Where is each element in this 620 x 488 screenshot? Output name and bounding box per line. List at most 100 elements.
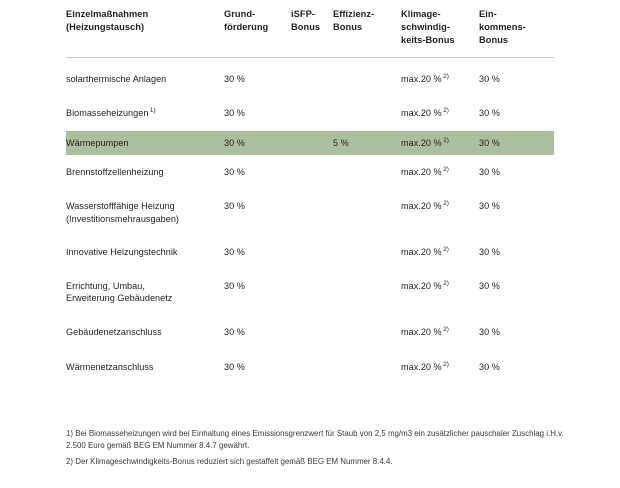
cell-measure: Gebäudenetzanschluss xyxy=(66,315,224,350)
cell-base-funding: 30 % xyxy=(224,326,245,337)
climate-bonus-value: max.20 % xyxy=(401,108,442,119)
table-row[interactable]: Wasserstofffähige Heizung (Investitionsme… xyxy=(66,190,554,235)
cell-base-funding: 30 % xyxy=(224,361,245,372)
footnote-marker: 2) xyxy=(443,325,449,333)
footnote-marker: 2) xyxy=(443,136,449,144)
measure-line: (Investitionsmehrausgaben) xyxy=(66,213,179,224)
measure-line: Wasserstofffähige Heizung xyxy=(66,200,175,211)
cell-climate-speed-bonus: max.20 % 2) xyxy=(401,155,479,190)
cell-climate-speed-bonus: max.20 % 2) xyxy=(401,350,479,385)
climate-bonus-value: max.20 % xyxy=(401,167,442,178)
cell-measure: Biomasseheizungen 1) xyxy=(66,96,224,131)
table-row[interactable]: Wärmenetzanschluss 30 % max.20 % 2) 30 % xyxy=(66,350,554,385)
footnote-marker: 2) xyxy=(443,199,449,207)
footnote-marker: 2) xyxy=(443,107,449,115)
footnotes-block: 1) Bei Biomasseheizungen wird bei Einhal… xyxy=(66,428,571,468)
column-header-income-bonus: Ein-kommens- Bonus xyxy=(479,6,554,57)
column-header-line: Ein- xyxy=(479,9,497,19)
table-row[interactable]: Innovative Heizungstechnik 30 % max.20 % 2)… xyxy=(66,235,554,270)
table-row[interactable]: Gebäudenetzanschluss 30 % max.20 % 2) 30 % xyxy=(66,315,554,350)
header-divider-cell xyxy=(66,56,554,58)
climate-bonus-value: max.20 % xyxy=(401,137,442,148)
cell-isfp-bonus xyxy=(291,96,333,131)
column-header-line: förderung xyxy=(224,22,269,33)
footnote-text: 1) Bei Biomasseheizungen wird bei Einhal… xyxy=(66,429,564,451)
column-header-line: Grund- xyxy=(224,9,256,19)
column-header-line: Effizienz- xyxy=(333,9,375,19)
cell-income-bonus: 30 % xyxy=(479,280,500,291)
measure-line: solarthermische Anlagen xyxy=(66,73,167,84)
measure-line: Biomasseheizungen 1) xyxy=(66,107,156,119)
table-header-row: Einzelmaßnahmen (Heizungstausch) Grund-fö… xyxy=(66,6,554,57)
table-header: Einzelmaßnahmen (Heizungstausch) Grund-fö… xyxy=(66,6,554,58)
footnote-marker: 2) xyxy=(443,360,449,368)
header-divider-row xyxy=(66,56,554,58)
column-header-line: keits-Bonus xyxy=(401,35,455,46)
cell-climate-speed-bonus: max.20 % 2) xyxy=(401,315,479,350)
table-row[interactable]: Biomasseheizungen 1) 30 % max.20 % 2) 30 % xyxy=(66,96,554,131)
cell-measure: Errichtung, Umbau, Erweiterung Gebäudenet… xyxy=(66,270,224,315)
cell-measure: Wärmenetzanschluss xyxy=(66,350,224,385)
column-header-measure: Einzelmaßnahmen (Heizungstausch) xyxy=(66,6,224,57)
table-row[interactable]: Errichtung, Umbau, Erweiterung Gebäudenet… xyxy=(66,270,554,315)
cell-isfp-bonus xyxy=(291,270,333,315)
cell-climate-speed-bonus: max.20 % 2) xyxy=(401,130,479,156)
cell-efficiency-bonus xyxy=(333,350,401,385)
cell-isfp-bonus xyxy=(291,350,333,385)
cell-efficiency-bonus xyxy=(333,58,401,97)
cell-climate-speed-bonus: max.20 % 2) xyxy=(401,58,479,97)
column-header-line: kommens- xyxy=(479,22,526,33)
measure-line: Gebäudenetzanschluss xyxy=(66,326,162,337)
funding-table: Einzelmaßnahmen (Heizungstausch) Grund-fö… xyxy=(66,6,554,384)
climate-bonus-value: max.20 % xyxy=(401,73,442,84)
cell-isfp-bonus xyxy=(291,130,333,156)
cell-efficiency-bonus xyxy=(333,190,401,235)
footnote-marker: 2) xyxy=(443,166,449,174)
cell-income-bonus: 30 % xyxy=(479,73,500,84)
cell-base-funding: 30 % xyxy=(224,280,245,291)
cell-income-bonus: 30 % xyxy=(479,247,500,258)
cell-income-bonus: 30 % xyxy=(479,361,500,372)
cell-isfp-bonus xyxy=(291,315,333,350)
measure-line: Wärmenetzanschluss xyxy=(66,361,154,372)
column-header-isfp-bonus: iSFP- Bonus xyxy=(291,6,333,57)
cell-base-funding: 30 % xyxy=(224,167,245,178)
cell-base-funding: 30 % xyxy=(224,200,245,211)
cell-efficiency-bonus xyxy=(333,235,401,270)
table-row[interactable]: Brennstoffzellenheizung 30 % max.20 % 2) 30 … xyxy=(66,155,554,190)
cell-base-funding: 30 % xyxy=(224,247,245,258)
climate-bonus-value: max.20 % xyxy=(401,326,442,337)
cell-income-bonus: 30 % xyxy=(479,167,500,178)
column-header-efficiency-bonus: Effizienz- Bonus xyxy=(333,6,401,57)
cell-climate-speed-bonus: max.20 % 2) xyxy=(401,270,479,315)
climate-bonus-value: max.20 % xyxy=(401,280,442,291)
cell-efficiency-bonus xyxy=(333,96,401,131)
cell-isfp-bonus xyxy=(291,58,333,97)
cell-climate-speed-bonus: max.20 % 2) xyxy=(401,96,479,131)
column-header-base-funding: Grund-förderung xyxy=(224,6,291,57)
cell-isfp-bonus xyxy=(291,190,333,235)
cell-isfp-bonus xyxy=(291,235,333,270)
measure-line: Wärmepumpen xyxy=(66,137,129,148)
column-header-line: Einzelmaßnahmen xyxy=(66,9,149,19)
cell-measure: Wasserstofffähige Heizung (Investitionsme… xyxy=(66,190,224,235)
footnote-text: 2) Der Klimageschwindigkeits-Bonus reduz… xyxy=(66,456,393,466)
cell-measure: Wärmepumpen xyxy=(66,130,224,156)
table-row[interactable]: Wärmepumpen 30 % 5 % max.20 % 2) 30 % xyxy=(66,130,554,156)
cell-measure: solarthermische Anlagen xyxy=(66,58,224,97)
cell-efficiency-bonus: 5 % xyxy=(333,130,401,156)
cell-base-funding: 30 % xyxy=(224,130,291,156)
cell-measure: Innovative Heizungstechnik xyxy=(66,235,224,270)
cell-measure: Brennstoffzellenheizung xyxy=(66,155,224,190)
cell-income-bonus: 30 % xyxy=(479,326,500,337)
cell-isfp-bonus xyxy=(291,155,333,190)
cell-efficiency-bonus xyxy=(333,315,401,350)
column-header-line: Bonus xyxy=(291,22,321,33)
footnote-marker: 2) xyxy=(443,246,449,254)
measure-line: Brennstoffzellenheizung xyxy=(66,167,164,178)
climate-bonus-value: max.20 % xyxy=(401,361,442,372)
header-rule xyxy=(66,56,554,58)
column-header-line: (Heizungstausch) xyxy=(66,22,145,33)
table-row[interactable]: solarthermische Anlagen 30 % max.20 % 2) 30 … xyxy=(66,58,554,97)
cell-efficiency-bonus xyxy=(333,270,401,315)
